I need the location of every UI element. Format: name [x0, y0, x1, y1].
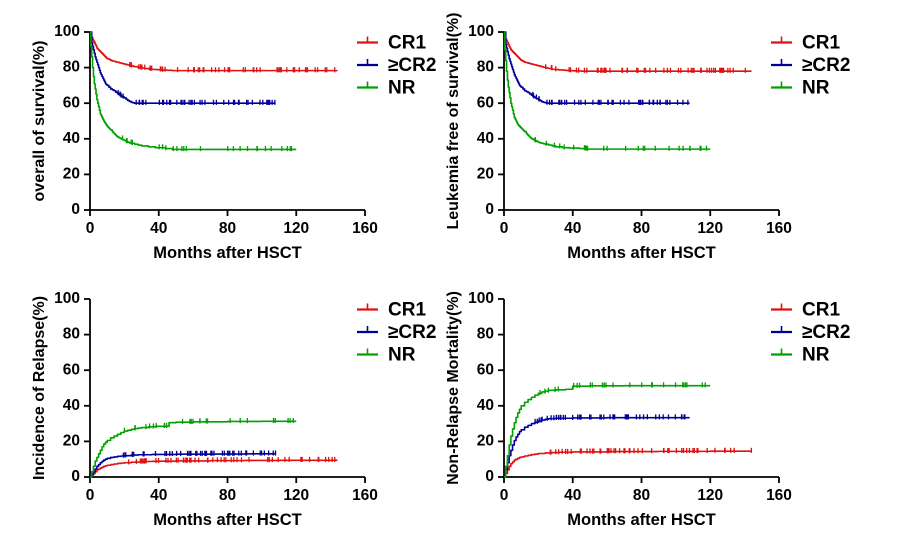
svg-text:40: 40 [150, 487, 167, 504]
svg-text:CR1: CR1 [802, 33, 840, 54]
svg-text:Months after HSCT: Months after HSCT [153, 511, 302, 529]
svg-text:≥CR2: ≥CR2 [802, 55, 850, 76]
svg-text:80: 80 [219, 220, 236, 237]
svg-text:Months after HSCT: Months after HSCT [567, 511, 716, 529]
svg-text:80: 80 [633, 487, 650, 504]
svg-text:100: 100 [468, 23, 494, 40]
svg-text:100: 100 [54, 23, 80, 40]
svg-text:20: 20 [477, 165, 494, 182]
svg-text:CR1: CR1 [388, 300, 426, 321]
svg-text:Non-Relapse Mortality(%): Non-Relapse Mortality(%) [445, 291, 462, 485]
svg-text:160: 160 [766, 487, 792, 504]
svg-text:Leukemia free of survival(%): Leukemia free of survival(%) [445, 13, 462, 230]
svg-text:0: 0 [485, 201, 494, 218]
svg-text:≥CR2: ≥CR2 [388, 322, 436, 343]
svg-text:80: 80 [477, 326, 494, 343]
svg-text:Incidence of Relapse(%): Incidence of Relapse(%) [31, 296, 48, 480]
svg-text:80: 80 [63, 59, 80, 76]
svg-text:120: 120 [697, 220, 723, 237]
svg-text:0: 0 [71, 468, 80, 485]
svg-text:20: 20 [63, 432, 80, 449]
svg-text:120: 120 [283, 220, 309, 237]
svg-text:0: 0 [71, 201, 80, 218]
svg-text:120: 120 [283, 487, 309, 504]
svg-text:NR: NR [388, 78, 416, 99]
svg-text:40: 40 [150, 220, 167, 237]
svg-text:NR: NR [388, 345, 416, 366]
svg-text:60: 60 [63, 94, 80, 111]
svg-text:60: 60 [477, 94, 494, 111]
svg-text:≥CR2: ≥CR2 [802, 322, 850, 343]
svg-text:160: 160 [766, 220, 792, 237]
svg-text:40: 40 [63, 397, 80, 414]
svg-text:40: 40 [477, 130, 494, 147]
svg-text:80: 80 [477, 59, 494, 76]
svg-text:0: 0 [500, 487, 509, 504]
svg-text:0: 0 [86, 487, 95, 504]
svg-text:40: 40 [63, 130, 80, 147]
svg-text:20: 20 [477, 432, 494, 449]
svg-text:60: 60 [63, 361, 80, 378]
svg-text:80: 80 [633, 220, 650, 237]
svg-text:CR1: CR1 [802, 300, 840, 321]
svg-text:160: 160 [352, 487, 378, 504]
svg-text:40: 40 [477, 397, 494, 414]
svg-text:80: 80 [219, 487, 236, 504]
svg-text:CR1: CR1 [388, 33, 426, 54]
svg-text:160: 160 [352, 220, 378, 237]
svg-text:≥CR2: ≥CR2 [388, 55, 436, 76]
svg-text:NR: NR [802, 78, 830, 99]
svg-text:120: 120 [697, 487, 723, 504]
svg-text:60: 60 [477, 361, 494, 378]
svg-text:100: 100 [468, 290, 494, 307]
svg-text:NR: NR [802, 345, 830, 366]
svg-text:40: 40 [564, 220, 581, 237]
svg-text:0: 0 [86, 220, 95, 237]
svg-text:0: 0 [500, 220, 509, 237]
svg-text:100: 100 [54, 290, 80, 307]
svg-text:Months after HSCT: Months after HSCT [567, 244, 716, 262]
svg-text:80: 80 [63, 326, 80, 343]
svg-text:0: 0 [485, 468, 494, 485]
svg-text:Months after HSCT: Months after HSCT [153, 244, 302, 262]
svg-text:40: 40 [564, 487, 581, 504]
svg-text:overall of survival(%): overall of survival(%) [31, 41, 48, 202]
svg-text:20: 20 [63, 165, 80, 182]
